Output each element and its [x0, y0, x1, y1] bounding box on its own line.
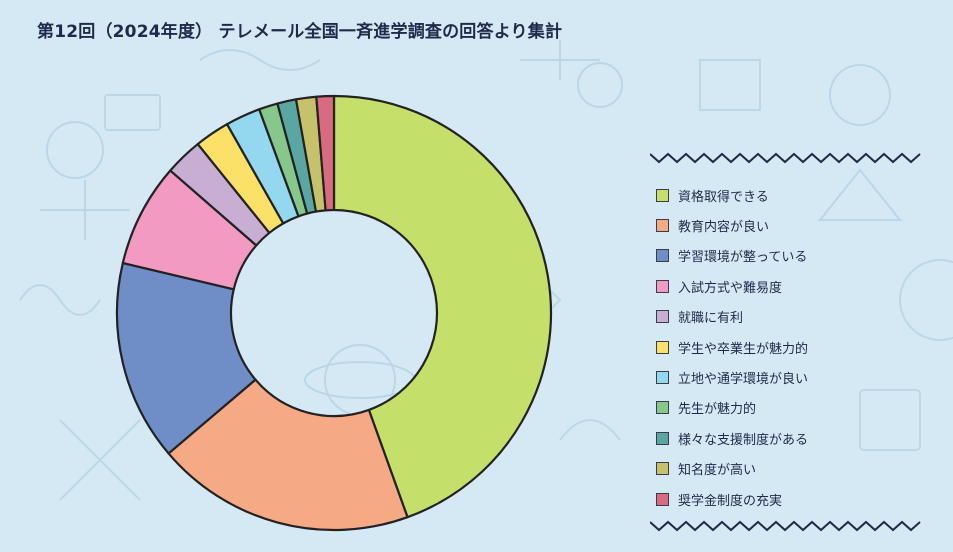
chart-title: 第12回（2024年度） テレメール全国一斉進学調査の回答より集計: [37, 22, 563, 42]
legend-label: 先生が魅力的: [678, 402, 757, 418]
legend-item: 先生が魅力的: [656, 393, 808, 423]
donut-slice-2: [167, 378, 409, 532]
legend-item: 就職に有利: [656, 302, 808, 332]
legend-swatch: [656, 492, 669, 506]
legend-swatch: [656, 401, 669, 415]
legend-label: 様々な支援制度がある: [678, 432, 809, 448]
legend-item: 入試方式や難易度: [656, 271, 808, 301]
legend-list: 資格取得できる 教育内容が良い学習環境が整っている 入試方式や難易度 就職に有利学生や…: [656, 180, 808, 514]
legend-swatch: [656, 249, 669, 263]
donut-slice-11: [315, 94, 336, 212]
legend-item: 教育内容が良い: [656, 210, 808, 240]
donut-hole: [232, 211, 436, 415]
legend-top-wave: [650, 152, 921, 164]
legend-label: 学習環境が整っている: [678, 250, 808, 266]
legend-label: 奨学金制度の充実: [678, 493, 783, 509]
legend-item: 資格取得できる: [656, 180, 808, 210]
legend-swatch: [656, 371, 669, 385]
legend-item: 知名度が高い: [656, 454, 808, 484]
legend-swatch: [656, 431, 669, 445]
legend-item: 学習環境が整っている: [656, 241, 808, 271]
legend-label: 知名度が高い: [678, 463, 757, 479]
legend-label: 就職に有利: [678, 311, 744, 327]
donut-slice-3: [115, 261, 257, 455]
legend-label: 立地や通学環境が良い: [678, 372, 809, 388]
legend-swatch: [656, 279, 669, 293]
legend-label: 学生や卒業生が魅力的: [678, 341, 809, 357]
legend-swatch: [656, 310, 669, 324]
legend-label: 資格取得できる: [678, 189, 769, 205]
legend-label: 入試方式や難易度: [678, 280, 783, 296]
legend-item: 立地や通学環境が良い: [656, 362, 808, 392]
legend-bottom-wave: [650, 520, 921, 532]
legend-label: 教育内容が良い: [678, 220, 770, 236]
legend-swatch: [656, 188, 669, 202]
legend-swatch: [656, 462, 669, 476]
legend-item: 奨学金制度の充実: [656, 484, 808, 514]
legend-item: 学生や卒業生が魅力的: [656, 332, 808, 362]
donut-slice-1: [332, 94, 553, 519]
legend-swatch: [656, 340, 669, 354]
legend-swatch: [656, 219, 669, 233]
legend-item: 様々な支援制度がある: [656, 423, 808, 453]
